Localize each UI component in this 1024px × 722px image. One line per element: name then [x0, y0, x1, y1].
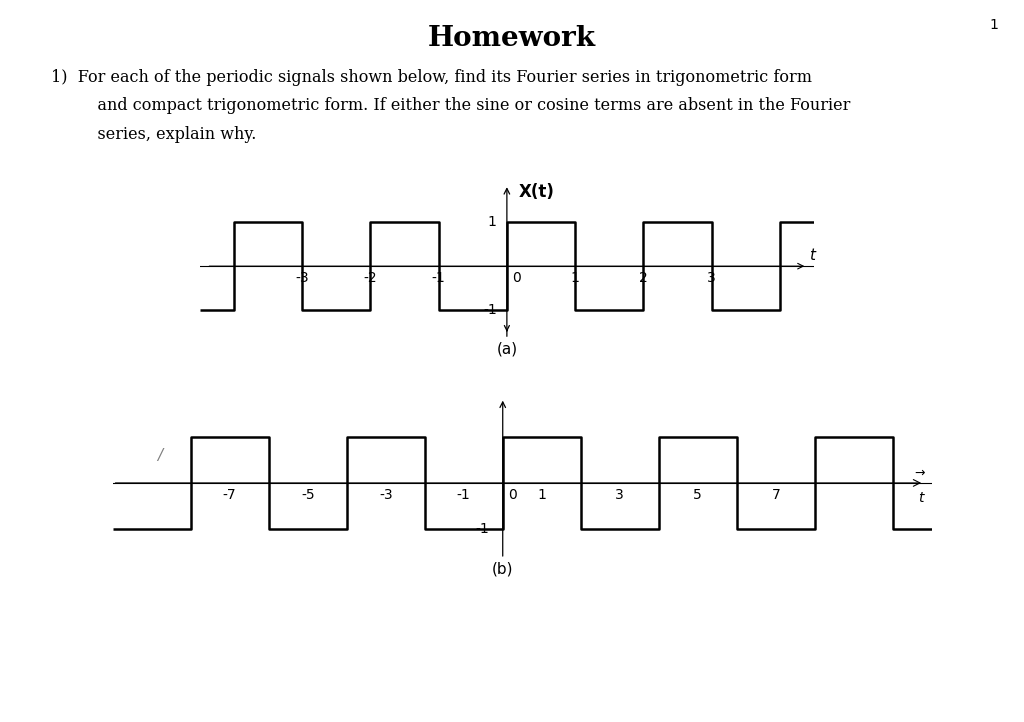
Text: -3: -3: [379, 489, 392, 503]
Text: -1: -1: [483, 303, 497, 318]
Text: 5: 5: [693, 489, 702, 503]
Text: -5: -5: [301, 489, 314, 503]
Text: t: t: [919, 491, 924, 505]
Text: -1: -1: [457, 489, 471, 503]
Text: -7: -7: [223, 489, 237, 503]
Text: series, explain why.: series, explain why.: [77, 126, 256, 144]
Text: →: →: [914, 467, 925, 480]
Text: 3: 3: [708, 271, 716, 285]
Text: 0: 0: [509, 489, 517, 503]
Text: 1)  For each of the periodic signals shown below, find its Fourier series in tri: 1) For each of the periodic signals show…: [51, 69, 812, 86]
Text: t: t: [809, 248, 815, 263]
Text: (b): (b): [492, 561, 513, 576]
Text: (a): (a): [497, 342, 517, 357]
Text: 1: 1: [989, 18, 998, 32]
Text: 1: 1: [487, 215, 497, 229]
Text: X(t): X(t): [519, 183, 555, 201]
Text: 1: 1: [538, 489, 546, 503]
Text: 1: 1: [570, 271, 580, 285]
Text: 3: 3: [615, 489, 625, 503]
Text: 0: 0: [512, 271, 521, 285]
Text: -2: -2: [364, 271, 377, 285]
Text: and compact trigonometric form. If either the sine or cosine terms are absent in: and compact trigonometric form. If eithe…: [77, 97, 850, 115]
Text: Homework: Homework: [428, 25, 596, 52]
Text: -1: -1: [475, 522, 489, 536]
Text: 7: 7: [771, 489, 780, 503]
Text: -1: -1: [432, 271, 445, 285]
Text: -3: -3: [295, 271, 309, 285]
Text: /: /: [157, 448, 162, 463]
Text: 2: 2: [639, 271, 648, 285]
